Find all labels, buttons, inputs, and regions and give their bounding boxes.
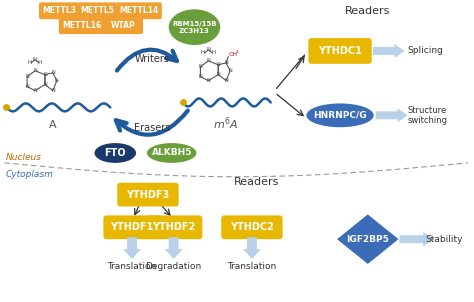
Text: Writers: Writers (135, 54, 169, 64)
Text: N: N (43, 82, 47, 87)
Text: N: N (25, 74, 29, 79)
Polygon shape (373, 44, 404, 58)
Polygon shape (376, 108, 407, 122)
Text: Splicing: Splicing (407, 47, 443, 56)
Text: Degradation: Degradation (146, 262, 202, 271)
Text: YTHDC1: YTHDC1 (318, 46, 362, 56)
Text: METTL16: METTL16 (62, 21, 101, 30)
Text: Nucleus: Nucleus (5, 153, 41, 162)
Text: N: N (25, 84, 29, 89)
FancyBboxPatch shape (145, 215, 202, 239)
Text: Translation: Translation (228, 262, 276, 271)
Text: RBM15/15B
ZC3H13: RBM15/15B ZC3H13 (172, 21, 217, 34)
Text: N: N (199, 74, 202, 79)
Text: 3: 3 (236, 50, 239, 54)
Ellipse shape (147, 143, 196, 163)
FancyBboxPatch shape (117, 183, 179, 207)
Polygon shape (123, 237, 141, 259)
FancyBboxPatch shape (39, 2, 79, 19)
Text: N: N (51, 70, 55, 75)
Text: HNRNPC/G: HNRNPC/G (313, 111, 367, 120)
Text: N: N (55, 78, 59, 83)
Text: ALKBH5: ALKBH5 (152, 149, 192, 157)
Text: H: H (27, 60, 31, 65)
Text: N: N (216, 72, 220, 77)
FancyBboxPatch shape (78, 2, 117, 19)
Text: N: N (33, 57, 37, 62)
FancyBboxPatch shape (116, 2, 162, 19)
FancyBboxPatch shape (221, 215, 283, 239)
Text: H: H (38, 60, 42, 65)
Text: N: N (207, 58, 210, 63)
Text: N: N (199, 64, 202, 69)
Text: WTAP: WTAP (111, 21, 136, 30)
FancyBboxPatch shape (103, 17, 143, 34)
Text: N: N (51, 88, 55, 93)
Polygon shape (400, 232, 435, 246)
Text: METTL5: METTL5 (81, 6, 114, 15)
Text: H: H (201, 50, 204, 55)
Text: N: N (207, 78, 210, 83)
Text: N: N (224, 78, 228, 83)
Polygon shape (165, 237, 182, 259)
Text: FTO: FTO (104, 148, 126, 158)
Text: N: N (43, 72, 47, 77)
Text: YTHDC2: YTHDC2 (230, 222, 274, 232)
Polygon shape (243, 237, 261, 259)
Text: A: A (49, 120, 57, 130)
Text: N: N (33, 88, 37, 93)
Ellipse shape (94, 143, 136, 163)
Text: N: N (224, 60, 228, 65)
Text: N: N (228, 68, 232, 73)
Text: Structure
switching: Structure switching (407, 106, 447, 125)
Text: Cytoplasm: Cytoplasm (5, 170, 53, 179)
Text: YTHDF2: YTHDF2 (152, 222, 195, 232)
Text: H: H (211, 50, 215, 55)
FancyBboxPatch shape (59, 17, 104, 34)
Text: Readers: Readers (345, 6, 391, 16)
Polygon shape (337, 214, 399, 264)
Text: Translation: Translation (108, 262, 157, 271)
Text: N: N (33, 68, 37, 73)
Text: Erasers: Erasers (134, 123, 170, 133)
Text: YTHDF3: YTHDF3 (126, 190, 170, 200)
Text: $m^6A$: $m^6A$ (213, 115, 239, 132)
Text: METTL14: METTL14 (119, 6, 159, 15)
Ellipse shape (169, 9, 220, 45)
Text: Readers: Readers (234, 177, 280, 187)
FancyBboxPatch shape (103, 215, 161, 239)
Ellipse shape (306, 104, 374, 127)
Text: METTL3: METTL3 (42, 6, 76, 15)
Text: N: N (216, 62, 220, 67)
Text: YTHDF1: YTHDF1 (110, 222, 154, 232)
Text: CH: CH (228, 52, 237, 57)
Text: Stability: Stability (425, 235, 463, 244)
Text: N: N (206, 47, 210, 53)
FancyBboxPatch shape (309, 38, 372, 64)
Text: IGF2BP5: IGF2BP5 (346, 235, 389, 244)
